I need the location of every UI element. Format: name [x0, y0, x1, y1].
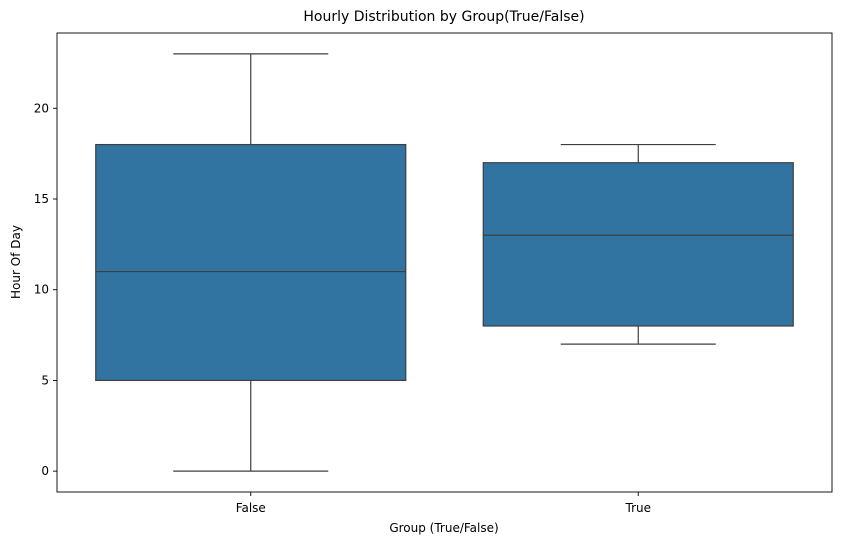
y-tick-label-10: 10 [34, 283, 49, 297]
x-axis: False True [236, 492, 651, 515]
y-tick-label-0: 0 [41, 464, 49, 478]
y-tick-label-15: 15 [34, 192, 49, 206]
y-tick-label-20: 20 [34, 101, 49, 115]
box-true [482, 162, 794, 327]
box-group-true [482, 143, 794, 345]
x-tick-label-false: False [236, 501, 266, 515]
y-axis: 0 5 10 15 20 [34, 101, 57, 478]
plot-area [95, 53, 794, 472]
plot-frame [56, 32, 833, 493]
x-axis-label: Group (True/False) [389, 521, 498, 535]
chart-title: Hourly Distribution by Group(True/False) [303, 9, 584, 25]
box-false [95, 143, 407, 382]
y-tick-label-5: 5 [41, 373, 49, 387]
x-tick-label-true: True [625, 501, 652, 515]
box-group-false [95, 53, 407, 472]
y-axis-label: Hour Of Day [9, 225, 23, 299]
